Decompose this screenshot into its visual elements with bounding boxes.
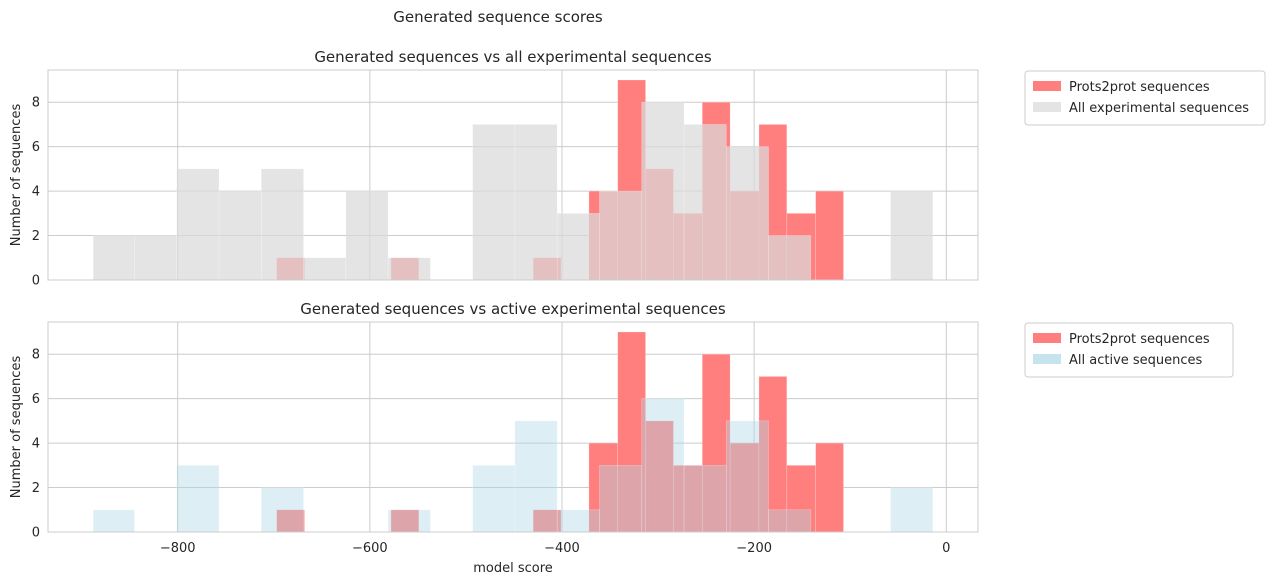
- histogram-bar: [176, 168, 220, 281]
- histogram-bar: [556, 509, 600, 533]
- histogram-bar: [92, 235, 135, 281]
- histogram-bar: [890, 487, 934, 533]
- histogram-bar: [260, 487, 304, 533]
- histogram-bar: [758, 376, 788, 533]
- histogram-bar: [176, 465, 220, 533]
- histogram-bar: [815, 190, 844, 281]
- histogram-bar: [641, 101, 685, 281]
- histogram-bar: [303, 257, 347, 281]
- figure-title: Generated sequence scores: [393, 8, 603, 26]
- histogram-bar: [260, 168, 304, 281]
- histogram-bar: [514, 420, 558, 533]
- legend-frame: [1024, 322, 1234, 378]
- histogram-bar: [641, 398, 685, 533]
- histogram-bar: [599, 190, 643, 281]
- histogram-bar: [134, 235, 178, 281]
- histogram-bar: [472, 124, 516, 281]
- y-axis-label: Number of sequences: [9, 356, 24, 499]
- histogram-bar: [345, 190, 389, 281]
- legend-entry: All active sequences: [1069, 353, 1203, 368]
- y-tick-label: 4: [32, 437, 40, 452]
- legend-entry: Prots2prot sequences: [1069, 80, 1210, 95]
- x-tick-label: −800: [160, 541, 196, 556]
- legend-entry: All experimental sequences: [1069, 101, 1249, 116]
- x-tick-label: 0: [942, 541, 950, 556]
- legend: Prots2prot sequences All experimental seq…: [1024, 70, 1266, 126]
- panel-active-experimental: Generated sequences vs active experiment…: [9, 300, 1234, 576]
- series-experimental: [92, 101, 934, 281]
- x-tick-label: −200: [736, 541, 772, 556]
- histogram-bar: [514, 124, 558, 281]
- legend-swatch: [1033, 333, 1061, 343]
- panel-title: Generated sequences vs all experimental …: [314, 48, 712, 66]
- histogram-bar: [768, 509, 812, 533]
- histogram-bar: [701, 353, 731, 533]
- histogram-bar: [218, 190, 262, 281]
- legend-entry: Prots2prot sequences: [1069, 332, 1210, 347]
- histogram-bar: [683, 124, 727, 281]
- legend-swatch: [1033, 354, 1061, 364]
- histogram-bar: [786, 465, 816, 533]
- histogram-bar: [683, 465, 727, 533]
- histogram-bar: [890, 190, 934, 281]
- x-axis-label: model score: [473, 561, 553, 576]
- histogram-bar: [725, 146, 769, 281]
- y-tick-label: 2: [32, 481, 40, 496]
- histogram-bar: [556, 213, 600, 281]
- legend: Prots2prot sequences All active sequences: [1024, 322, 1234, 378]
- y-tick-label: 6: [32, 140, 40, 155]
- histogram-bar: [768, 235, 812, 281]
- series-generated: [276, 331, 844, 533]
- y-tick-label: 8: [32, 96, 40, 111]
- y-tick-label: 0: [32, 526, 40, 541]
- legend-frame: [1024, 70, 1266, 126]
- y-axis-label: Number of sequences: [9, 104, 24, 247]
- y-tick-label: 8: [32, 348, 40, 363]
- histogram-bar: [725, 420, 769, 533]
- plot-frame: [47, 69, 979, 281]
- x-tick-label: −600: [352, 541, 388, 556]
- histogram-bar: [588, 442, 619, 533]
- series-experimental: [92, 398, 934, 533]
- histogram-bar: [387, 257, 431, 281]
- histogram-bar: [815, 442, 844, 533]
- histogram-bar: [92, 509, 135, 533]
- legend-swatch: [1033, 81, 1061, 91]
- y-tick-label: 6: [32, 392, 40, 407]
- panel-title: Generated sequences vs active experiment…: [300, 300, 726, 318]
- legend-swatch: [1033, 102, 1061, 112]
- x-tick-label: −400: [544, 541, 580, 556]
- y-tick-label: 2: [32, 229, 40, 244]
- histogram-bar: [387, 509, 431, 533]
- histogram-bar: [472, 465, 516, 533]
- histogram-bar: [599, 465, 643, 533]
- plot-frame: [47, 321, 979, 533]
- y-tick-label: 4: [32, 185, 40, 200]
- y-tick-label: 0: [32, 274, 40, 289]
- panel-all-experimental: Generated sequences vs all experimental …: [9, 48, 1266, 289]
- histogram-bar: [673, 465, 703, 533]
